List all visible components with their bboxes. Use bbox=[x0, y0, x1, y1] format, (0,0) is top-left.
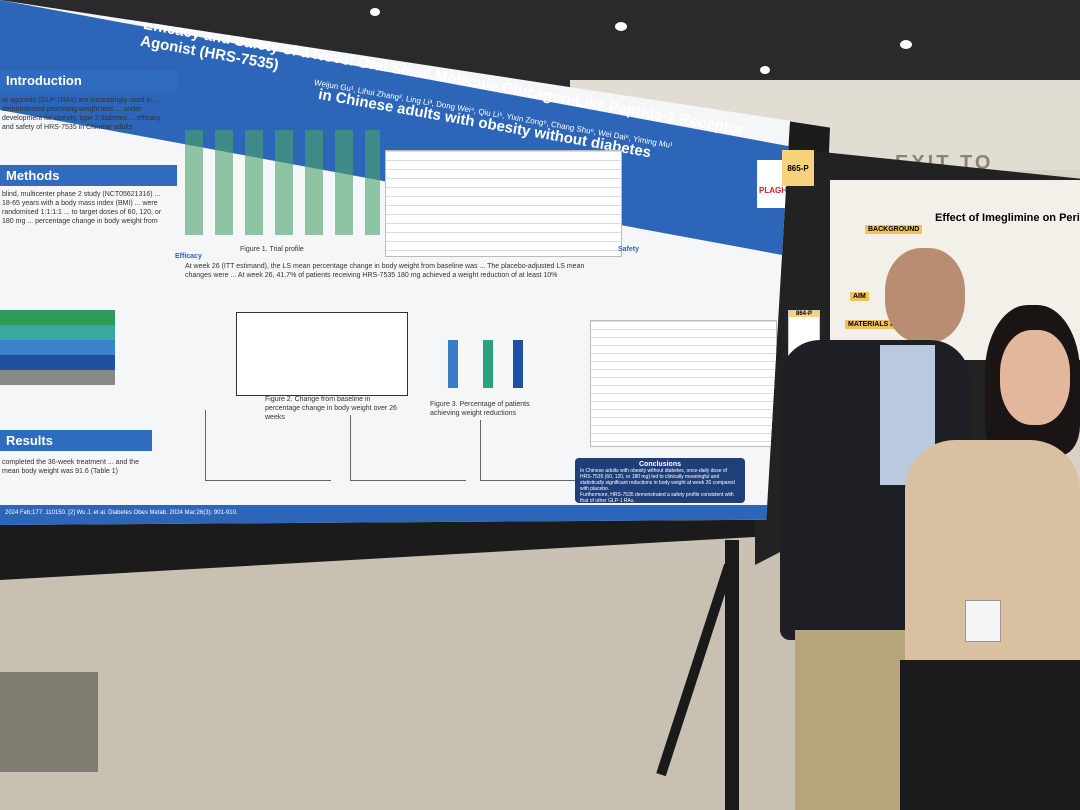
man-head bbox=[885, 248, 965, 343]
board-number: 865-P bbox=[782, 150, 814, 186]
references: 2024 Feb;177: 110150. [2] Wu J, et al. D… bbox=[0, 505, 790, 525]
ceiling-light bbox=[760, 66, 770, 74]
figure-caption: Figure 3. Percentage of patients achievi… bbox=[430, 401, 530, 417]
section-text: blind, multicenter phase 2 study (NCT056… bbox=[2, 191, 162, 225]
section-header: MATERIALS and METH bbox=[845, 320, 928, 329]
bar-chart bbox=[448, 340, 528, 388]
woman-trousers bbox=[900, 660, 1080, 810]
poster: Efficacy and Safety of a Novel Oral Smal… bbox=[0, 0, 790, 525]
ceiling-light bbox=[370, 8, 380, 16]
section-header: Methods bbox=[0, 165, 177, 186]
conclusion: In Chinese adults with obesity without d… bbox=[580, 468, 735, 492]
line-chart bbox=[205, 410, 331, 481]
conclusions-title: Conclusions bbox=[638, 461, 681, 468]
section-header: Introduction bbox=[0, 70, 177, 91]
section-text: or agonists (GLP-1RAs) are increasingly … bbox=[2, 97, 161, 131]
ceiling-light bbox=[615, 22, 627, 31]
methods-diagram bbox=[0, 310, 115, 385]
board-number: 864-P bbox=[789, 311, 819, 317]
badge bbox=[965, 600, 1001, 642]
section-header: BACKGROUND bbox=[865, 225, 923, 234]
woman-face bbox=[1000, 330, 1070, 425]
section-header: AIM bbox=[850, 292, 869, 301]
floor-grate bbox=[0, 672, 98, 772]
section-header: Results bbox=[0, 430, 152, 451]
section-text: completed the 36-week treatment ... and … bbox=[2, 459, 139, 475]
conclusions-box: Conclusions In Chinese adults with obesi… bbox=[575, 458, 745, 503]
subheading: Efficacy bbox=[175, 253, 202, 260]
trial-profile-diagram bbox=[185, 130, 380, 235]
figure-caption: Figure 2. Change from baseline in percen… bbox=[265, 396, 397, 421]
subheading: Safety bbox=[618, 246, 640, 253]
line-chart bbox=[236, 312, 408, 396]
line-chart bbox=[350, 415, 466, 481]
line-chart bbox=[480, 420, 576, 481]
man-trousers bbox=[795, 630, 905, 810]
figure-caption: Figure 1. Trial profile bbox=[240, 246, 304, 253]
woman-blazer bbox=[905, 440, 1080, 700]
stand-leg bbox=[725, 540, 739, 810]
neighbor-title: Effect of Imeglimine on Periodontitis Co… bbox=[935, 212, 1080, 224]
ceiling-light bbox=[900, 40, 912, 49]
table bbox=[385, 150, 622, 257]
efficacy-text: At week 26 (ITT estimand), the LS mean p… bbox=[185, 263, 585, 279]
conclusion: Furthermore, HRS-7535 demonstrated a saf… bbox=[580, 492, 734, 503]
table bbox=[590, 320, 777, 447]
